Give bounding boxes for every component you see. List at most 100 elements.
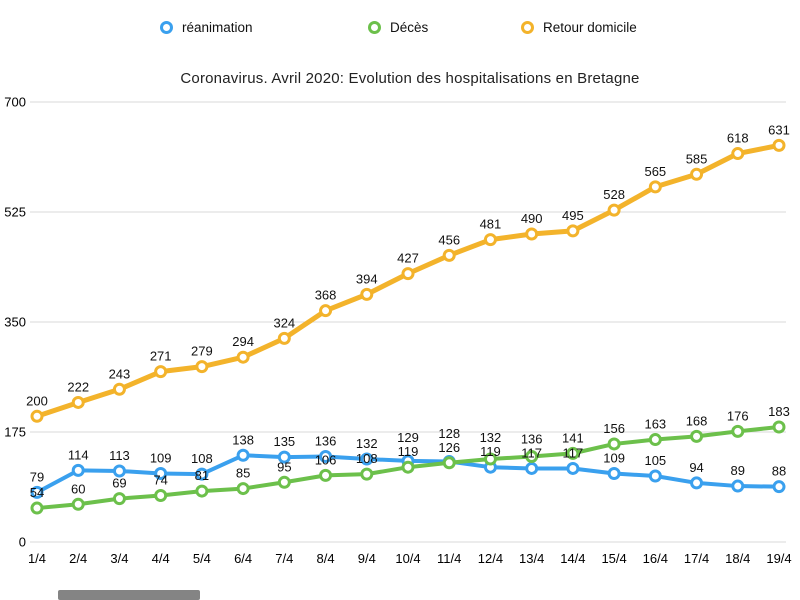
x-axis-label: 19/4: [766, 551, 791, 566]
data-point-marker: [154, 488, 168, 502]
y-axis-labels: 0 175 350 525 700: [4, 95, 26, 550]
data-point-marker: [690, 476, 704, 490]
data-point-label: 60: [71, 481, 85, 496]
x-axis-label: 14/4: [560, 551, 585, 566]
data-point-label: 69: [112, 476, 126, 491]
x-axis-label: 1/4: [28, 551, 46, 566]
legend-label: réanimation: [182, 19, 253, 35]
data-point-label: 183: [768, 404, 790, 419]
data-point-label: 88: [772, 464, 786, 479]
series-retour-domicile: [30, 138, 786, 423]
legend-item-retour-domicile[interactable]: Retour domicile: [521, 18, 637, 36]
data-point-marker: [442, 456, 456, 470]
data-point-marker: [690, 167, 704, 181]
data-point-marker: [772, 420, 786, 434]
x-axis-label: 8/4: [317, 551, 335, 566]
x-axis-label: 7/4: [275, 551, 293, 566]
data-point-label: 156: [603, 421, 625, 436]
data-point-label: 394: [356, 271, 378, 286]
data-point-label: 565: [644, 164, 666, 179]
y-axis-label: 350: [4, 315, 26, 330]
x-axis-label: 2/4: [69, 551, 87, 566]
data-point-label: 141: [562, 430, 584, 445]
data-point-marker: [525, 450, 539, 464]
data-point-marker: [30, 485, 44, 499]
legend-label: Décès: [390, 19, 429, 35]
data-point-marker: [731, 479, 745, 493]
data-point-marker: [566, 446, 580, 460]
data-point-label: 108: [191, 451, 213, 466]
data-point-label: 109: [603, 450, 625, 465]
data-point-label: 222: [67, 379, 89, 394]
data-point-marker: [648, 469, 662, 483]
x-axis-label: 6/4: [234, 551, 252, 566]
data-point-label: 294: [232, 334, 254, 349]
x-axis-label: 12/4: [478, 551, 503, 566]
data-point-marker: [236, 350, 250, 364]
data-point-marker: [112, 382, 126, 396]
legend-item-reanimation[interactable]: réanimation: [160, 18, 253, 36]
data-point-marker: [607, 203, 621, 217]
data-point-label: 456: [438, 232, 460, 247]
data-point-label: 138: [232, 432, 254, 447]
x-axis-label: 10/4: [395, 551, 420, 566]
legend-item-deces[interactable]: Décès: [368, 18, 428, 36]
data-point-marker: [71, 497, 85, 511]
legend-marker-icon: [521, 20, 534, 34]
data-point-label: 128: [438, 426, 460, 441]
data-point-marker: [236, 482, 250, 496]
data-point-marker: [277, 331, 291, 345]
data-point-marker: [277, 450, 291, 464]
data-point-label: 126: [438, 440, 460, 455]
data-point-label: 200: [26, 393, 48, 408]
horizontal-scrollbar-thumb[interactable]: [58, 590, 200, 600]
data-point-label: 129: [397, 430, 419, 445]
data-point-label: 117: [563, 445, 584, 460]
data-point-label: 490: [521, 211, 543, 226]
data-point-label: 427: [397, 251, 419, 266]
data-point-label: 585: [686, 151, 708, 166]
y-axis-label: 700: [4, 95, 26, 110]
data-point-marker: [319, 468, 333, 482]
data-point-label: 85: [236, 466, 250, 481]
data-point-marker: [566, 461, 580, 475]
data-point-marker: [277, 475, 291, 489]
data-point-marker: [30, 501, 44, 515]
data-point-label: 243: [109, 366, 131, 381]
x-axis-label: 17/4: [684, 551, 709, 566]
data-point-marker: [442, 248, 456, 262]
data-point-label: 279: [191, 344, 213, 359]
data-point-label: 117: [521, 445, 542, 460]
data-point-marker: [154, 365, 168, 379]
data-point-label: 108: [356, 451, 378, 466]
data-point-marker: [319, 450, 333, 464]
data-point-label: 163: [644, 417, 666, 432]
data-point-marker: [319, 304, 333, 318]
x-axis-label: 3/4: [110, 551, 128, 566]
data-point-label: 132: [356, 436, 378, 451]
data-point-label: 74: [153, 472, 167, 487]
data-point-label: 176: [727, 408, 749, 423]
data-point-marker: [401, 267, 415, 281]
data-point-marker: [731, 147, 745, 161]
data-point-label: 95: [277, 459, 291, 474]
data-point-label: 106: [315, 452, 337, 467]
data-point-marker: [483, 452, 497, 466]
data-point-marker: [112, 464, 126, 478]
legend-marker-icon: [160, 20, 173, 34]
data-point-marker: [525, 227, 539, 241]
x-axis-label: 18/4: [725, 551, 750, 566]
data-point-label: 495: [562, 208, 584, 223]
data-point-label: 271: [150, 349, 172, 364]
data-point-label: 89: [731, 463, 745, 478]
data-point-label: 54: [30, 485, 44, 500]
data-point-marker: [195, 467, 209, 481]
data-point-marker: [236, 448, 250, 462]
data-point-label: 136: [521, 431, 543, 446]
data-point-marker: [690, 429, 704, 443]
data-point-label: 135: [273, 434, 295, 449]
data-point-marker: [648, 180, 662, 194]
data-point-marker: [154, 466, 168, 480]
